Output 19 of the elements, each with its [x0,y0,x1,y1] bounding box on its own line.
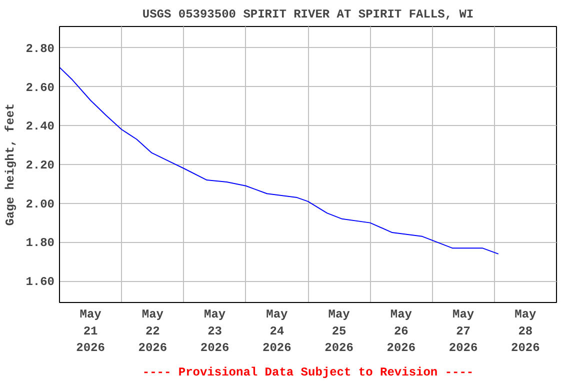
text: ---- Provisional Data Subject to Revision ---- [142,366,474,380]
x-tick-label: May 26 2026 [386,308,416,356]
chart-title: USGS 05393500 SPIRIT RIVER AT SPIRIT FALLS, WI [142,8,474,22]
x-tick-label: May 23 2026 [200,308,230,356]
x-tick-label: May 28 2026 [511,308,540,356]
y-tick-label: 2.00 [26,197,55,212]
y-tick-label: 2.60 [26,80,55,95]
y-tick-label: 1.80 [26,236,55,250]
line-series [60,66,499,254]
y-axis-title: Gage height, feet [4,103,18,226]
x-tick-label: May 27 2026 [448,308,478,356]
x-tick-label: May 22 2026 [138,308,168,356]
y-tick-label: 1.60 [26,275,55,290]
x-tick-label: May 24 2026 [262,308,292,356]
y-tick-label: 2.40 [26,120,55,134]
x-tick-label: May 21 2026 [76,308,105,356]
y-tick-label: 2.20 [26,158,55,172]
x-tick-label: May 25 2026 [324,308,354,356]
y-tick-label: 2.80 [26,42,55,56]
